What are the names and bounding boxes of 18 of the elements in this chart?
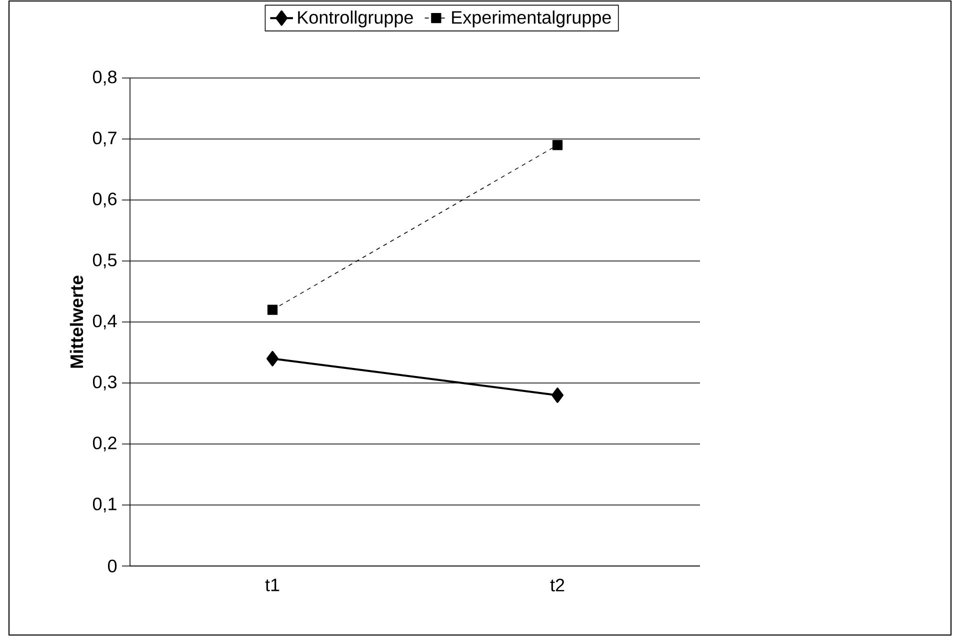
y-axis-title: Mittelwerte [70,276,84,368]
point [552,140,563,150]
y-tick-label: 0,6 [92,192,116,208]
y-tick-label: 0,8 [92,70,116,86]
legend-label: Kontrollgruppe [298,10,413,28]
y-tick-label: 0 [108,560,117,572]
x-tick-label: t1 [265,578,280,592]
y-tick-label: 0,5 [92,254,117,268]
point [266,350,278,366]
legend-label: Experimentalgruppe [452,10,611,28]
y-tick-label: 0,1 [92,498,116,512]
y-tick-label: 0,7 [92,132,116,146]
y-tick-label: 0,3 [92,376,116,390]
y-tick-label: 0,4 [92,314,117,330]
point [267,304,278,315]
x-tick-label: t2 [550,578,564,592]
y-tick-label: 0,2 [92,436,116,452]
point [552,388,564,403]
